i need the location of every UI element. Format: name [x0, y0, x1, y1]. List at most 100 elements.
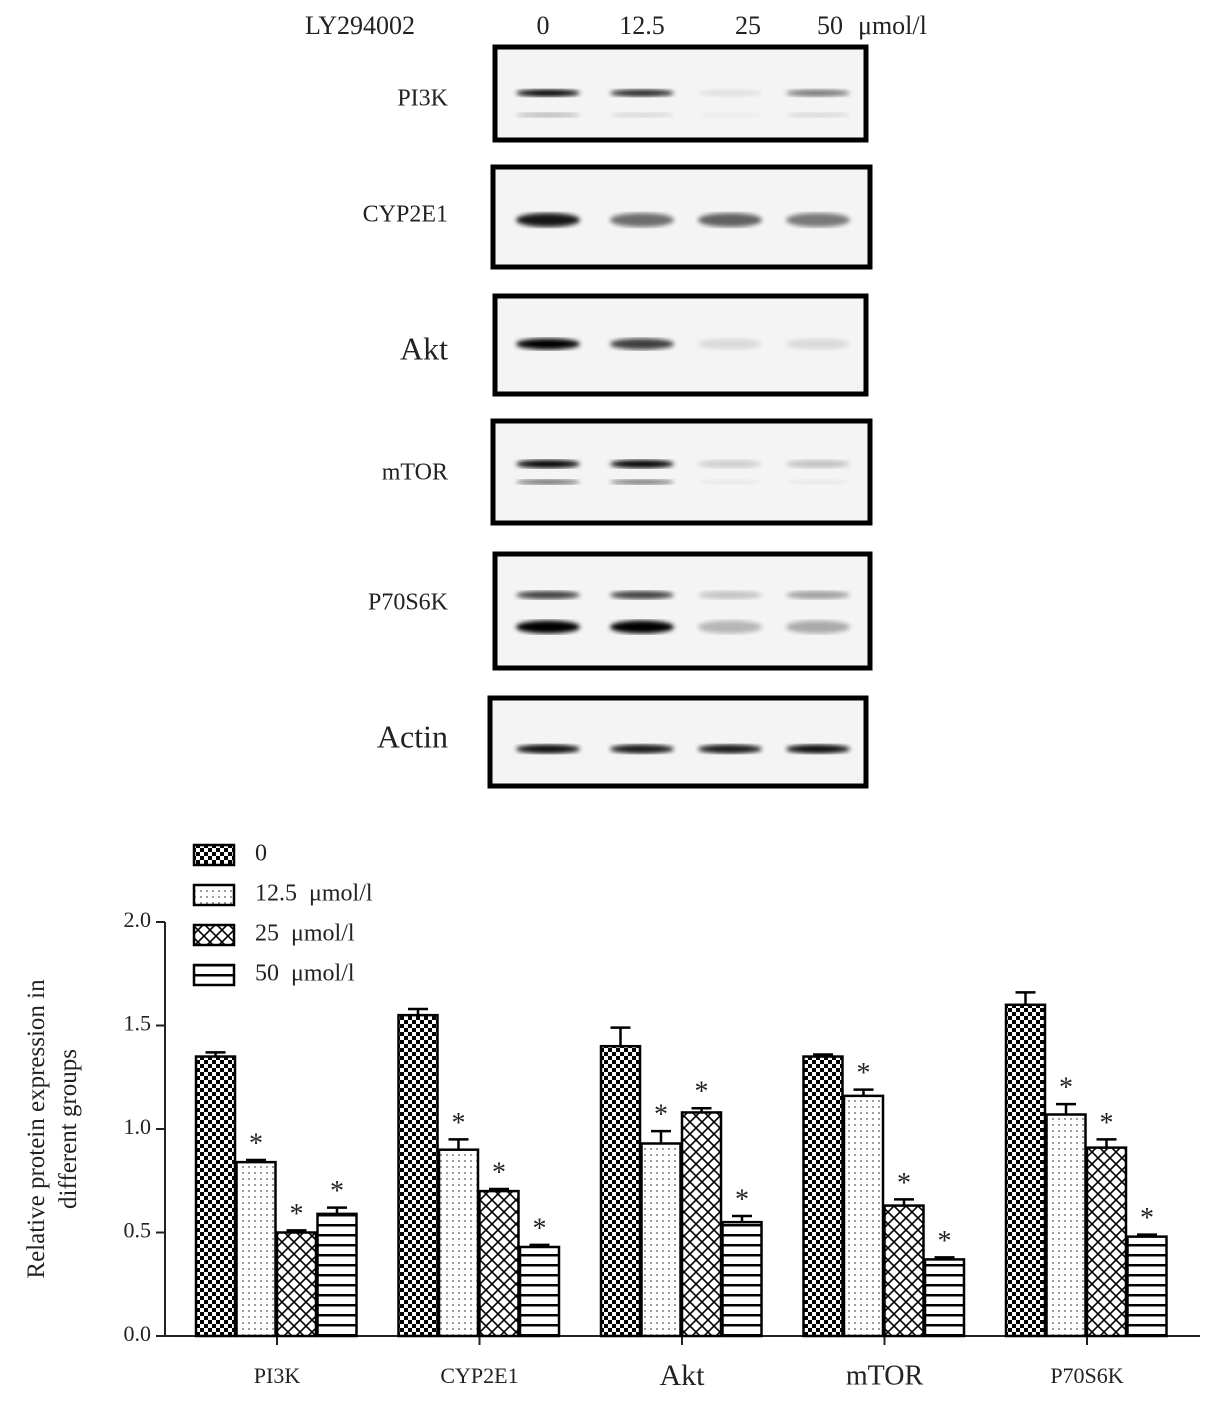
- row-label: P70S6K: [368, 590, 449, 616]
- band: [610, 89, 674, 97]
- bar: [478, 1189, 520, 1338]
- band: [516, 338, 580, 350]
- band: [516, 620, 580, 634]
- error-bar: [286, 1229, 307, 1233]
- error-bar: [853, 1088, 874, 1096]
- error-bar: [651, 1129, 671, 1144]
- bar: [316, 1212, 358, 1338]
- significance-mark: *: [492, 1157, 506, 1188]
- band: [516, 89, 580, 97]
- y-axis-title-line: different groups: [55, 1049, 82, 1209]
- band: [786, 338, 850, 350]
- error-bar: [610, 1026, 631, 1047]
- band: [786, 460, 850, 468]
- legend-swatch: [192, 923, 236, 947]
- error-bar: [732, 1214, 752, 1223]
- significance-mark: *: [1100, 1108, 1114, 1139]
- error-bar: [489, 1187, 509, 1192]
- row-label: Actin: [377, 718, 448, 754]
- bar: [842, 1094, 885, 1338]
- y-axis-title: Relative protein expression in different …: [23, 979, 82, 1279]
- bar: [1126, 1235, 1168, 1338]
- y-tick-label: 0.0: [124, 1321, 152, 1346]
- significance-mark: *: [290, 1199, 304, 1230]
- bar: [721, 1220, 763, 1338]
- band: [698, 112, 762, 118]
- error-bar: [1096, 1138, 1117, 1148]
- significance-mark: *: [533, 1213, 547, 1244]
- x-tick-label: P70S6K: [1050, 1363, 1123, 1388]
- band: [610, 591, 674, 599]
- significance-mark: *: [330, 1176, 344, 1207]
- band: [786, 89, 850, 97]
- band: [698, 460, 762, 468]
- band: [786, 213, 850, 227]
- bar: [1045, 1113, 1087, 1338]
- treatment-label: LY294002: [305, 11, 415, 40]
- unit-label: μmol/l: [858, 11, 927, 40]
- error-bar: [1137, 1233, 1157, 1237]
- band: [786, 744, 850, 754]
- row-label: PI3K: [397, 86, 448, 112]
- significance-mark: *: [1059, 1073, 1073, 1104]
- band: [516, 460, 580, 468]
- band: [786, 591, 850, 599]
- band: [516, 744, 580, 754]
- band: [698, 338, 762, 350]
- legend-swatch: [192, 843, 236, 867]
- blot-panel: [490, 418, 873, 526]
- error-bar: [1015, 991, 1036, 1005]
- significance-mark: *: [654, 1099, 668, 1130]
- significance-mark: *: [857, 1058, 871, 1089]
- bar: [437, 1148, 480, 1338]
- y-tick-label: 1.0: [124, 1114, 152, 1139]
- band: [698, 744, 762, 754]
- x-tick-label: PI3K: [254, 1363, 301, 1388]
- bar: [518, 1245, 561, 1338]
- band: [698, 591, 762, 599]
- significance-mark: *: [735, 1184, 749, 1215]
- lane-label: 0: [537, 11, 550, 40]
- error-bar: [448, 1138, 469, 1150]
- legend-label: 25 μmol/l: [255, 921, 355, 947]
- error-bar: [327, 1206, 347, 1214]
- error-bar: [1056, 1102, 1076, 1115]
- row-label: mTOR: [382, 460, 448, 486]
- significance-mark: *: [249, 1128, 263, 1159]
- error-bar: [894, 1198, 914, 1206]
- lane-label: 12.5: [619, 11, 665, 40]
- bar: [923, 1258, 966, 1338]
- lane-label: 50: [817, 11, 843, 40]
- y-tick-label: 0.5: [124, 1218, 152, 1243]
- blot-panel: [487, 695, 869, 789]
- legend-label: 12.5 μmol/l: [255, 881, 373, 907]
- significance-mark: *: [695, 1077, 709, 1108]
- band: [610, 213, 674, 227]
- bar: [680, 1111, 723, 1338]
- legend-swatch: [192, 963, 236, 987]
- x-tick-label: CYP2E1: [440, 1363, 518, 1388]
- legend-swatch: [192, 883, 236, 907]
- error-bar: [408, 1007, 428, 1016]
- bar: [275, 1231, 318, 1338]
- band: [786, 112, 850, 118]
- blot-panel: [492, 551, 873, 671]
- error-bar: [813, 1053, 833, 1057]
- band: [516, 479, 580, 485]
- band: [786, 479, 850, 485]
- y-axis-title-line: Relative protein expression in: [23, 979, 50, 1279]
- bar: [1004, 1003, 1047, 1338]
- bar: [599, 1044, 642, 1338]
- bar: [235, 1160, 277, 1338]
- y-tick-label: 1.5: [124, 1011, 152, 1036]
- legend-label: 50 μmol/l: [255, 961, 355, 987]
- bar: [194, 1055, 237, 1338]
- x-tick-label: mTOR: [846, 1360, 924, 1391]
- western-blot: LY294002 0 12.5 25 50 μmol/l PI3K CYP2E1 A…: [305, 11, 927, 789]
- band: [698, 213, 762, 227]
- legend-label: 0: [255, 841, 267, 867]
- band: [516, 112, 580, 118]
- band: [698, 620, 762, 634]
